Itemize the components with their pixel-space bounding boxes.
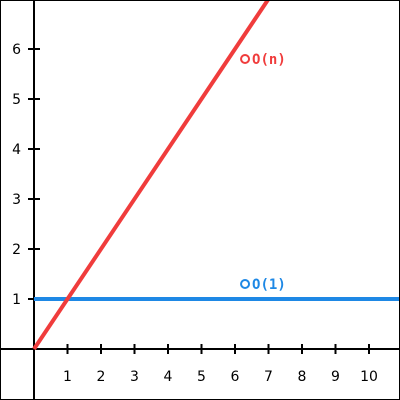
y-tick-label: 1 <box>12 292 21 308</box>
series-labels: O(1) O(n) <box>240 52 286 293</box>
x-tick-label: 9 <box>331 369 340 385</box>
series-line-o-n <box>32 0 271 351</box>
x-tick-label: 7 <box>264 369 273 385</box>
ticks: 1 2 3 4 5 6 7 8 9 10 1 2 3 4 5 6 <box>12 42 378 385</box>
y-tick-label: 2 <box>12 242 21 258</box>
x-tick-label: 6 <box>231 369 240 385</box>
y-tick-label: 3 <box>12 192 21 208</box>
y-tick-label: 6 <box>12 42 21 58</box>
x-tick-label: 10 <box>360 369 378 385</box>
series-marker-o-1 <box>240 279 251 289</box>
x-tick-label: 2 <box>97 369 106 385</box>
y-tick-label: 5 <box>12 92 21 108</box>
x-tick-label: 8 <box>298 369 307 385</box>
x-tick-label: 5 <box>197 369 206 385</box>
series-label-o-n: O(n) <box>252 52 286 68</box>
y-tick-label: 4 <box>12 142 21 158</box>
series-label-o-1: O(1) <box>252 277 286 293</box>
x-tick-label: 3 <box>130 369 139 385</box>
x-tick-label: 1 <box>63 369 72 385</box>
x-tick-label: 4 <box>164 369 173 385</box>
series-lines <box>32 0 400 351</box>
series-marker-o-n <box>240 54 251 64</box>
